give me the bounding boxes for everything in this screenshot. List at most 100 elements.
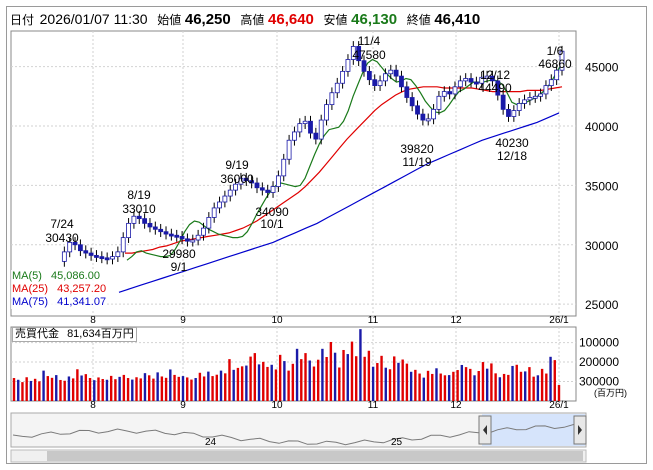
volume-bar: [194, 378, 197, 401]
candle-body: [308, 120, 313, 134]
volume-bar: [422, 377, 426, 401]
candle-body: [131, 215, 137, 224]
ma75-label: MA(75): [12, 296, 49, 308]
candle-body: [136, 215, 142, 220]
volume-bar: [333, 352, 337, 401]
volume-unit: (百万円): [594, 388, 627, 398]
volume-title-value: 81,634百万円: [67, 328, 134, 340]
volume-bar: [228, 359, 231, 401]
volume-bar: [97, 377, 100, 401]
navigator-left-handle-icon: [483, 425, 487, 435]
volume-bar: [181, 376, 185, 401]
volume-bar: [346, 354, 349, 401]
price-y-tick: 45000: [585, 61, 619, 75]
close-label: 終値: [406, 13, 431, 27]
volume-bar: [287, 370, 290, 401]
volume-bar: [131, 379, 134, 401]
volume-bar: [435, 368, 438, 401]
volume-bar: [177, 376, 180, 401]
volume-bar: [553, 360, 556, 401]
volume-bar: [257, 364, 261, 401]
volume-bar: [295, 348, 299, 401]
volume-bar: [278, 354, 282, 401]
annotation-value: 36000: [220, 172, 254, 186]
candle-body: [72, 241, 78, 246]
candle-body: [179, 236, 185, 240]
annotation-date: 12/18: [497, 149, 527, 163]
volume-bar: [50, 377, 54, 401]
candle-body: [415, 105, 420, 115]
candle-body: [506, 108, 511, 117]
candle-body: [185, 238, 190, 242]
volume-bar: [338, 367, 341, 401]
candle-body: [377, 80, 383, 87]
candle-body: [126, 222, 131, 239]
price-y-tick: 40000: [585, 120, 619, 134]
volume-bar: [321, 348, 324, 401]
annotation-date: 9/1: [171, 260, 188, 274]
volume-y-tick: 300000: [579, 375, 619, 389]
volume-bar: [38, 381, 41, 401]
navigator-right-handle-icon: [578, 425, 582, 435]
candle-body: [404, 86, 410, 98]
volume-bar: [139, 378, 142, 401]
candle-body: [425, 118, 431, 122]
scrollbar-thumb[interactable]: [47, 451, 583, 461]
candle-body: [163, 231, 169, 235]
candle-body: [286, 139, 292, 160]
volume-bar: [169, 369, 172, 401]
candle-body: [249, 180, 255, 184]
annotation-value: 46860: [538, 57, 572, 71]
volume-bar: [173, 374, 176, 401]
candle-body: [222, 195, 228, 203]
volume-bar: [71, 378, 75, 401]
ma25-legend: MA(25) 43,257.20: [11, 283, 108, 296]
candle-body: [522, 99, 527, 104]
candle-body: [484, 75, 490, 79]
candle-body: [452, 86, 458, 95]
volume-bar: [240, 366, 244, 401]
volume-bar: [507, 374, 510, 401]
volume-bar: [249, 356, 252, 401]
candle-body: [201, 227, 206, 236]
volume-bar: [342, 349, 345, 401]
volume-bar: [376, 363, 379, 401]
volume-bar: [405, 363, 409, 401]
volume-bar: [549, 356, 552, 401]
candle-body: [441, 91, 447, 97]
annotation-date: 10/1: [260, 217, 284, 231]
high-value: 46,640: [268, 11, 314, 28]
ma5-line: [126, 58, 561, 261]
ma5-legend: MA(5) 45,086.00: [11, 270, 101, 283]
volume-title-label: 売買代金: [15, 328, 59, 340]
candle-body: [372, 79, 378, 87]
ma25-value: 43,257.20: [57, 283, 107, 295]
volume-bar: [481, 362, 485, 401]
volume-bar: [485, 368, 489, 401]
candle-body: [340, 70, 346, 84]
candle-body: [120, 237, 126, 253]
volume-bar: [494, 373, 497, 401]
candle-body: [479, 76, 485, 84]
candle-body: [329, 92, 335, 106]
candle-body: [99, 256, 105, 260]
volume-bar: [211, 376, 214, 401]
high-label: 高値: [240, 13, 265, 27]
volume-bar: [371, 366, 375, 401]
candle-body: [463, 78, 469, 82]
volume-bar: [431, 373, 434, 401]
volume-bar: [291, 363, 295, 401]
candle-body: [334, 82, 340, 94]
candle-body: [324, 104, 329, 121]
volume-bar: [152, 378, 155, 401]
candle-body: [393, 69, 399, 77]
candle-body: [206, 217, 212, 229]
volume-bar: [105, 379, 109, 401]
volume-bar: [46, 376, 49, 401]
ma5-value: 45,086.00: [51, 270, 100, 282]
candle-body: [61, 251, 67, 262]
volume-bar: [414, 369, 417, 401]
volume-bar: [350, 341, 354, 401]
volume-title: 売買代金 81,634百万円: [12, 327, 137, 342]
annotation-date: 11/19: [402, 155, 431, 169]
